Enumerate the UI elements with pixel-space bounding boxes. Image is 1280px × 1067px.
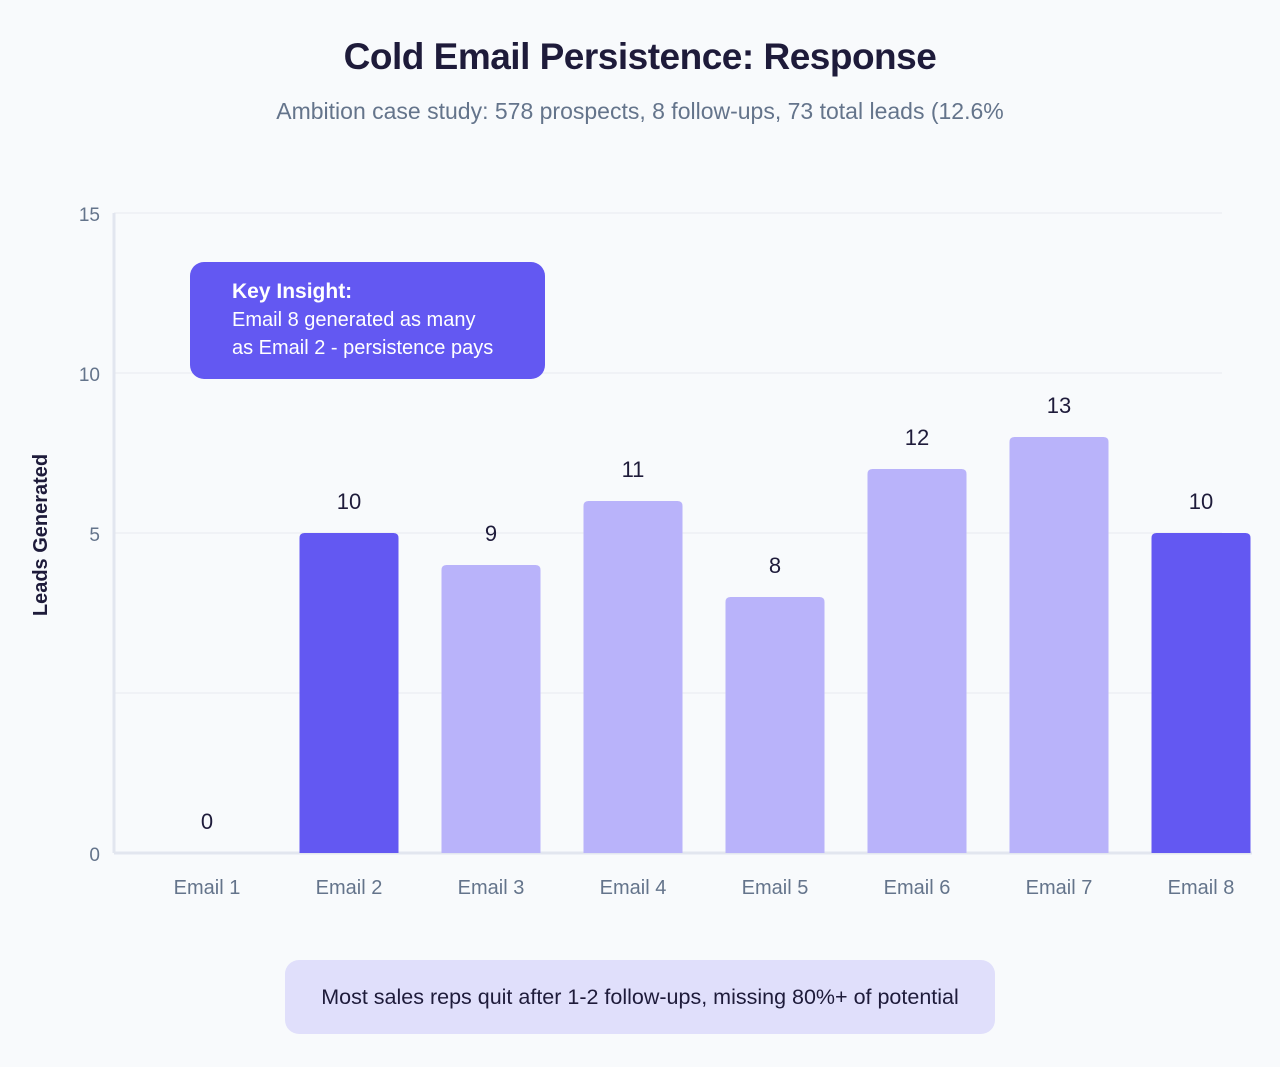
y-tick-label: 10 xyxy=(79,365,100,386)
bar-value-label: 13 xyxy=(1047,393,1071,418)
y-tick-label: 0 xyxy=(89,845,100,866)
bar-value-label: 10 xyxy=(337,489,361,514)
bar-value-label: 8 xyxy=(769,553,781,578)
bar xyxy=(441,565,541,853)
y-tick-label: 15 xyxy=(79,205,100,226)
insight-line-2: as Email 2 - persistence pays xyxy=(232,337,494,359)
insight-line-1: Email 8 generated as many xyxy=(232,309,476,331)
chart-subtitle: Ambition case study: 578 prospects, 8 fo… xyxy=(276,98,1004,124)
y-axis-label-mask xyxy=(20,622,60,642)
insight-heading: Key Insight: xyxy=(232,280,353,303)
bar xyxy=(583,501,683,853)
footer-note: Most sales reps quit after 1-2 follow-up… xyxy=(285,960,995,1034)
x-tick-label: Email 5 xyxy=(742,877,809,899)
y-tick-label: 5 xyxy=(89,525,100,546)
bar xyxy=(1009,437,1109,853)
key-insight-callout: Key Insight: Email 8 generated as many a… xyxy=(190,262,545,379)
bar-value-label: 12 xyxy=(905,425,929,450)
bar xyxy=(1151,533,1251,853)
x-tick-label: Email 8 xyxy=(1168,877,1235,899)
x-tick-label: Email 4 xyxy=(600,877,667,899)
bar-value-label: 11 xyxy=(622,457,645,482)
chart-title: Cold Email Persistence: Response xyxy=(343,36,937,77)
bar xyxy=(725,597,825,853)
x-tick-label: Email 3 xyxy=(458,877,525,899)
bar-value-label: 10 xyxy=(1189,489,1213,514)
bar-value-label: 9 xyxy=(485,521,497,546)
x-tick-label: Email 1 xyxy=(174,877,241,899)
y-axis-label: Leads Generated xyxy=(30,454,52,616)
x-tick-label: Email 2 xyxy=(316,877,383,899)
x-tick-label: Email 7 xyxy=(1026,877,1093,899)
bar xyxy=(867,469,967,853)
x-tick-label: Email 6 xyxy=(884,877,951,899)
bar-value-label: 0 xyxy=(201,809,213,834)
bar xyxy=(299,533,399,853)
